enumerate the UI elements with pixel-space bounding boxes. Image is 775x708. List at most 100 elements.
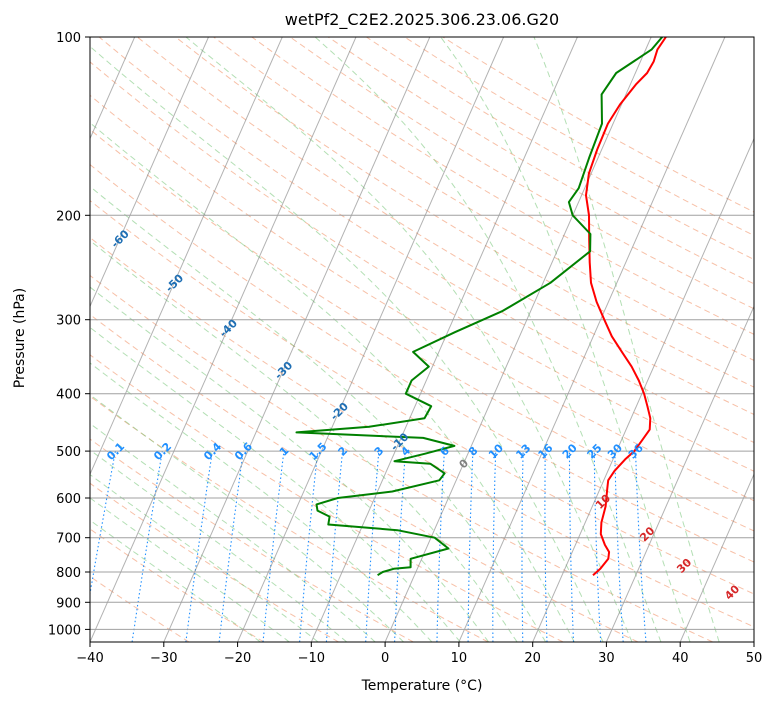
y-axis-label: Pressure (hPa) [12, 287, 28, 389]
moist-adiabat-label: 40 [722, 582, 742, 602]
y-tick-label: 400 [56, 388, 81, 403]
x-tick-label: 0 [381, 651, 389, 666]
dry-adiabat [251, 37, 754, 335]
dry-adiabat [90, 199, 754, 595]
temperature-line [585, 37, 667, 576]
mixing-ratio-label: 2 [336, 444, 351, 459]
x-tick-label: −30 [150, 651, 177, 666]
dry-adiabat [136, 37, 754, 416]
mixing-ratio-line [90, 450, 116, 597]
isotherm [532, 137, 754, 642]
isotherm [384, 37, 652, 642]
x-tick-label: 20 [524, 651, 541, 666]
isotherm [458, 37, 726, 642]
isotherm [0, 37, 61, 642]
mixing-ratio-line [634, 451, 647, 642]
moist-adiabat [90, 45, 604, 642]
moist-adiabat [90, 326, 461, 642]
moist-adiabat [533, 37, 720, 642]
isotherm [90, 37, 209, 308]
y-tick-label: 200 [56, 209, 81, 224]
y-tick-label: 700 [56, 532, 81, 547]
x-tick-label: −20 [224, 651, 251, 666]
mixing-ratio-line [325, 451, 344, 642]
isotherm [90, 37, 357, 642]
y-tick-label: 500 [56, 445, 81, 460]
mixing-ratio-label: 3 [372, 444, 387, 459]
isotherm [90, 37, 283, 476]
mixing-ratio-label: 0.6 [232, 440, 255, 463]
dry-adiabat [327, 37, 754, 285]
dry-adiabat [90, 163, 754, 563]
isotherm-label: -50 [163, 271, 186, 294]
isotherm [163, 37, 431, 642]
mixing-ratio-label: 1.5 [307, 440, 330, 463]
moist-adiabat-label: 20 [637, 524, 657, 544]
mixing-ratio-line [185, 451, 213, 642]
y-tick-label: 600 [56, 492, 81, 507]
mixing-ratio-label: 0.1 [104, 440, 127, 463]
moist-adiabat [90, 286, 490, 642]
moist-adiabat [90, 449, 348, 642]
mixing-ratio-line [299, 451, 319, 642]
mixing-ratio-label: 8 [466, 444, 481, 459]
isotherm-label: -20 [328, 400, 351, 423]
dry-adiabat [90, 61, 754, 472]
mixing-ratio-label: 13 [513, 441, 533, 461]
moist-adiabat [90, 240, 518, 642]
x-tick-label: 40 [672, 651, 689, 666]
mixing-ratio-label: 25 [585, 441, 605, 461]
dry-adiabat [90, 313, 639, 642]
mixing-ratio-line [568, 451, 575, 642]
dry-adiabat [90, 128, 754, 532]
moist-adiabat [90, 122, 575, 642]
isotherm [310, 37, 578, 642]
y-tick-label: 1000 [48, 623, 81, 638]
x-tick-label: 50 [746, 651, 763, 666]
moist-adiabat [440, 37, 691, 642]
y-tick-label: 100 [56, 31, 81, 46]
isotherm-label: 0 [457, 456, 472, 471]
moist-adiabat [90, 394, 404, 642]
y-tick-label: 800 [56, 566, 81, 581]
mixing-ratio-line [218, 451, 244, 642]
dry-adiabat [90, 438, 414, 642]
moist-adiabat [90, 362, 433, 642]
x-tick-label: −40 [76, 651, 103, 666]
y-tick-label: 300 [56, 314, 81, 329]
mixing-ratio-label: 16 [536, 441, 556, 461]
moist-adiabat [314, 37, 662, 642]
moist-adiabat [90, 497, 290, 642]
dry-adiabat [90, 94, 754, 502]
mixing-ratio-line [492, 451, 497, 642]
chart-title: wetPf2_C2E2.2025.306.23.06.G20 [284, 10, 560, 29]
isotherm [679, 472, 754, 642]
moist-adiabat-label: 30 [674, 556, 694, 576]
dry-adiabat [404, 37, 754, 237]
mixing-ratio-label: 30 [605, 441, 625, 461]
dry-adiabat [175, 37, 754, 388]
moist-adiabat [90, 473, 319, 642]
dry-adiabat [90, 395, 489, 642]
dry-adiabat [213, 37, 754, 361]
dewpoint-line [295, 37, 663, 577]
dry-adiabat [289, 37, 754, 310]
mixing-ratio-line [467, 451, 474, 642]
mixing-ratio-line [365, 451, 380, 642]
moist-adiabat [90, 422, 376, 642]
dry-adiabat [366, 37, 754, 261]
moist-adiabat [90, 519, 261, 642]
mixing-ratio-label: 0.4 [201, 440, 224, 463]
mixing-ratio-line [262, 451, 285, 642]
x-axis-label: Temperature (°C) [361, 678, 483, 694]
isotherm [753, 640, 754, 642]
x-tick-label: 30 [598, 651, 615, 666]
mixing-ratio-label: 1 [277, 444, 292, 459]
dry-adiabat [90, 482, 339, 642]
isotherm [605, 305, 754, 642]
y-tick-label: 900 [56, 596, 81, 611]
moist-adiabat-label: 10 [593, 492, 613, 512]
mixing-ratio-line [394, 451, 406, 642]
mixing-ratio-label: 10 [486, 441, 506, 461]
